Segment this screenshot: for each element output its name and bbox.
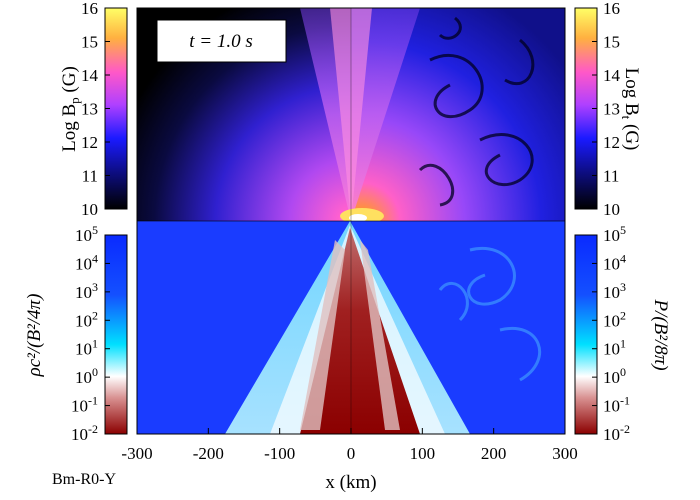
colorbar-ticks: 10 10 11 11 12 12 13 13 14 14 15 15 16 16 10-2 10-2 10-1… — [71, 0, 630, 444]
x-tick-label: 0 — [347, 444, 356, 463]
colorbar-right-magnetic-tick-label: 14 — [603, 66, 621, 85]
colorbar-left-magnetic-tick-label: 13 — [81, 100, 98, 119]
colorbar-left-magnetic-tick-label: 10 — [81, 200, 98, 219]
colorbar-right-magnetic-tick-label: 11 — [603, 167, 619, 186]
colorbar-left-ratio-tick-label: 10-2 — [71, 422, 98, 444]
colorbar-right-ratio-tick-label: 101 — [603, 337, 626, 359]
colorbar-right-magnetic-tick-label: 15 — [603, 33, 620, 52]
x-tick-label: 100 — [410, 444, 436, 463]
colorbar-left-ratio — [104, 234, 128, 435]
jet-top — [300, 8, 420, 221]
colorbar-left-magnetic-tick-label: 11 — [82, 167, 98, 186]
x-tick-label: -300 — [121, 444, 152, 463]
colorbar-right-magnetic-tick-label: 13 — [603, 100, 620, 119]
colorbar-left-magnetic-tick-label: 15 — [81, 33, 98, 52]
jet-bottom — [225, 221, 470, 434]
x-tick-label: 300 — [552, 444, 578, 463]
time-label: t = 1.0 s — [189, 31, 253, 52]
colorbar-right-ratio-tick-label: 100 — [603, 365, 626, 387]
x-axis-ticks: -300 -200 -100 0 100 200 300 — [121, 428, 578, 463]
colorbar-right-ratio-label: P/(B²/8π) — [650, 298, 671, 370]
colorbar-left-ratio-tick-label: 104 — [75, 251, 98, 273]
x-tick-label: -200 — [193, 444, 224, 463]
colorbar-right-magnetic-tick-label: 10 — [603, 200, 620, 219]
colorbar-left-ratio-tick-label: 100 — [75, 365, 98, 387]
colorbar-right-ratio-tick-label: 102 — [603, 308, 626, 330]
colorbar-right-ratio-tick-label: 10-1 — [603, 394, 630, 416]
colorbar-left-ratio-tick-label: 105 — [75, 223, 98, 245]
time-label-box: t = 1.0 s — [156, 19, 287, 63]
colorbar-left-ratio-tick-label: 103 — [75, 280, 98, 302]
colorbar-right-ratio-tick-label: 10-2 — [603, 422, 630, 444]
colorbar-left-ratio-tick-label: 102 — [75, 308, 98, 330]
colorbar-left-ratio-label: ρc²/(B²/4π) — [24, 294, 45, 378]
colorbar-right-ratio-tick-label: 104 — [603, 251, 626, 273]
colorbar-right-magnetic-tick-label: 16 — [603, 0, 620, 18]
colorbar-left-magnetic-label: Log Bp (G) — [59, 66, 82, 152]
colorbar-right-magnetic-tick-label: 12 — [603, 133, 620, 152]
x-tick-label: 200 — [481, 444, 507, 463]
colorbar-left-magnetic-tick-label: 16 — [81, 0, 98, 18]
colorbar-right-magnetic-label: Log Bt (G) — [619, 68, 642, 151]
x-tick-label: -100 — [264, 444, 295, 463]
x-axis-label: x (km) — [325, 472, 376, 493]
colorbar-left-magnetic-tick-label: 14 — [81, 66, 99, 85]
colorbar-left-ratio-tick-label: 10-1 — [71, 394, 98, 416]
colorbar-right-ratio-tick-label: 105 — [603, 223, 626, 245]
colorbar-left-ratio-tick-label: 101 — [75, 337, 98, 359]
colorbar-left-magnetic-tick-label: 12 — [81, 133, 98, 152]
run-label: Bm-R0-Y — [52, 471, 116, 488]
colorbar-right-ratio — [574, 234, 598, 435]
colorbar-right-ratio-tick-label: 103 — [603, 280, 626, 302]
